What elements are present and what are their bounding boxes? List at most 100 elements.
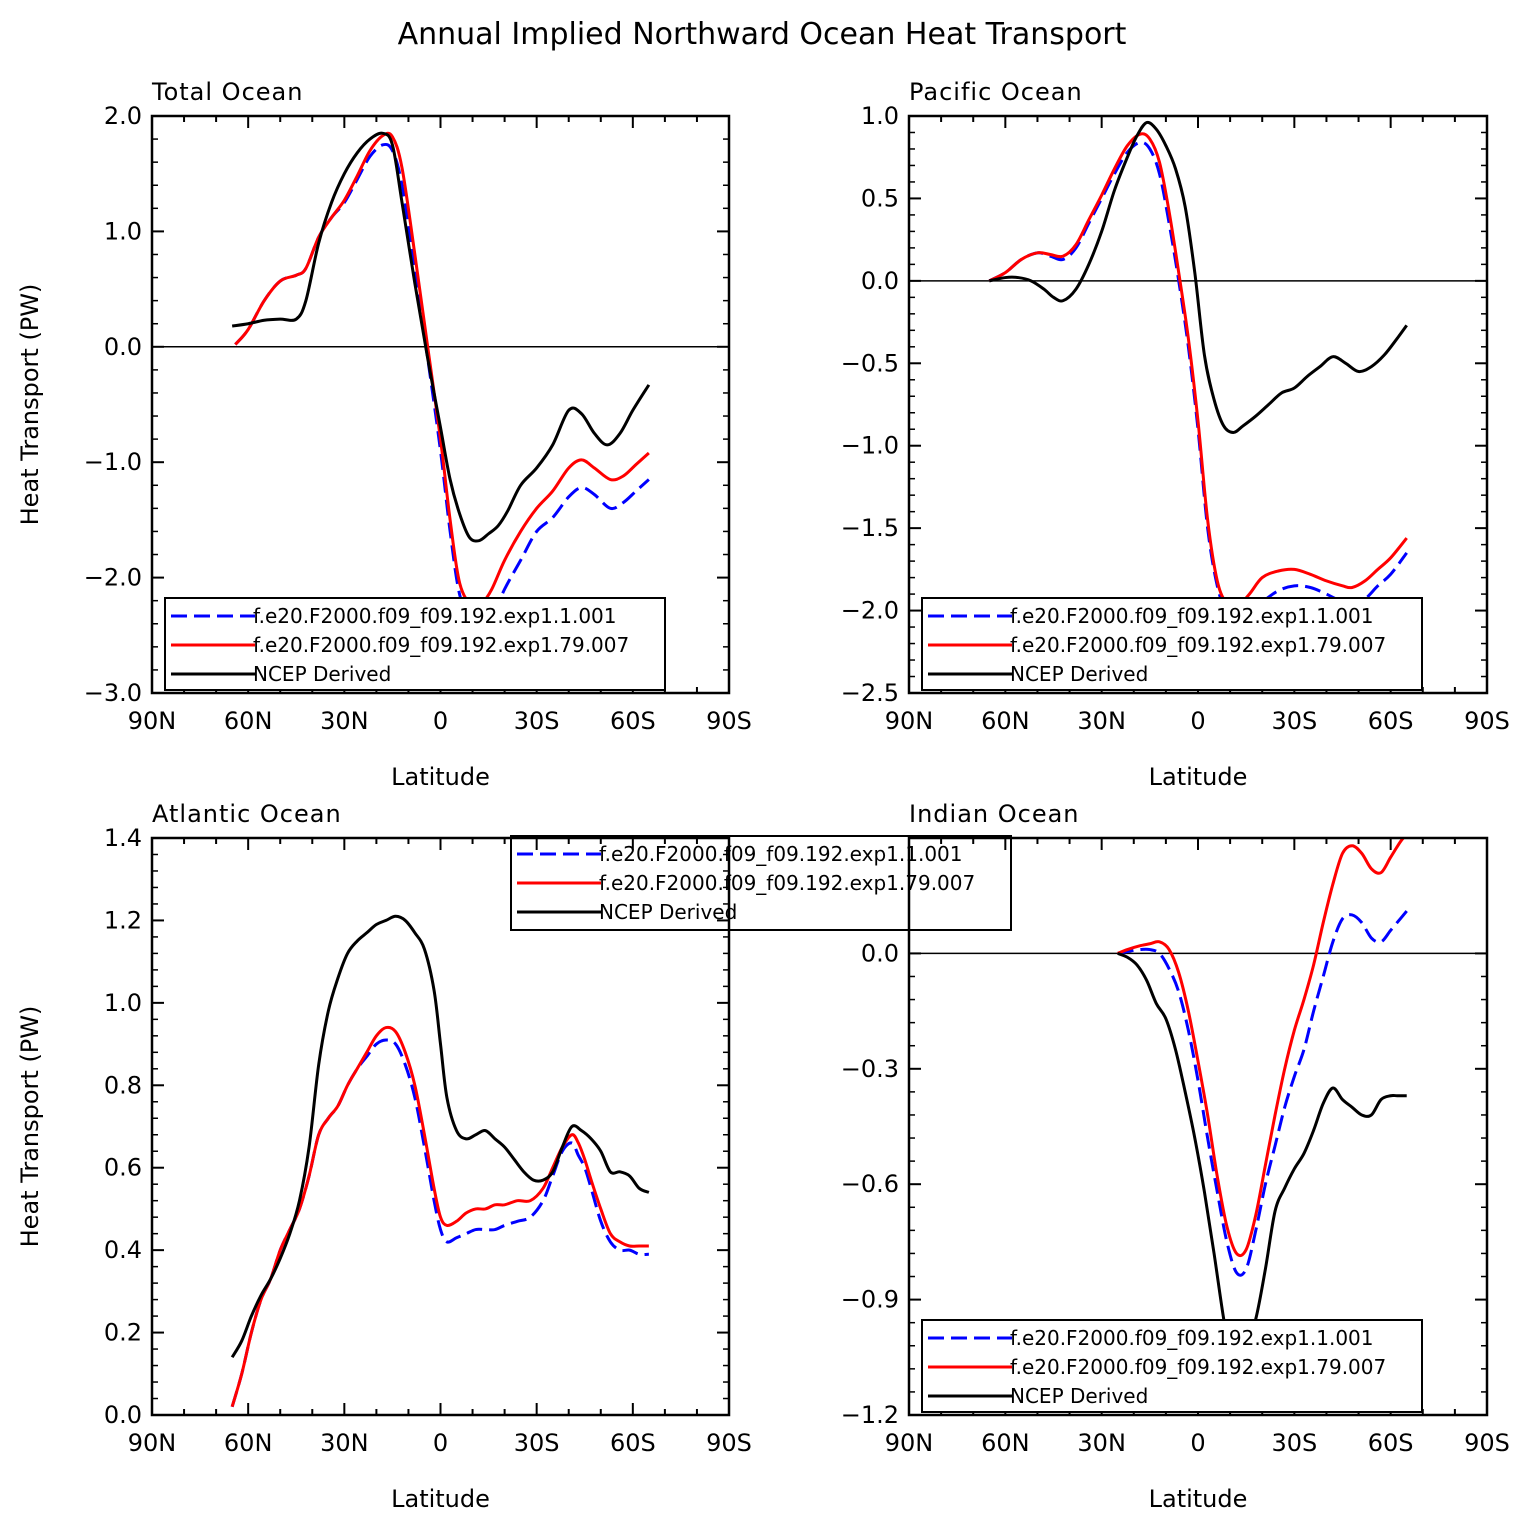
y-tick-label: −1.0 [84, 448, 142, 476]
x-tick-label: 90N [885, 707, 934, 735]
x-axis-title: Latitude [1149, 763, 1248, 791]
series-line-exp1-79-007 [1117, 838, 1406, 1258]
series-group [230, 914, 650, 1408]
legend-label: NCEP Derived [1010, 662, 1148, 686]
legend-label: NCEP Derived [253, 662, 391, 686]
y-tick-label: 0.0 [861, 267, 899, 295]
y-tick-label: −0.5 [841, 349, 899, 377]
series-line-exp1-1-001 [234, 142, 650, 633]
legend-label: f.e20.F2000.f09_f09.192.exp1.79.007 [599, 871, 975, 895]
x-tick-label: 30S [1271, 707, 1317, 735]
x-tick-label: 90S [706, 1429, 752, 1457]
panel-title: Total Ocean [151, 78, 303, 106]
legend: f.e20.F2000.f09_f09.192.exp1.1.001 f.e20.… [164, 597, 666, 691]
x-tick-label: 60S [1368, 707, 1414, 735]
plot-frame [150, 836, 731, 1417]
y-tick-label: −2.0 [84, 564, 142, 592]
figure-title: Annual Implied Northward Ocean Heat Tran… [398, 17, 1127, 52]
y-tick-label: −0.9 [841, 1286, 899, 1314]
y-tick-label: 1.2 [104, 906, 142, 934]
panels: Total Ocean 90N 60N 30N 0 30S 60S 90S 2.0 1.0 0.0 −… [16, 78, 1510, 1513]
y-tick-label: 0.6 [104, 1154, 142, 1182]
x-tick-label: 60N [981, 707, 1030, 735]
x-tick-label: 90S [1464, 707, 1510, 735]
x-tick-label: 60S [610, 707, 656, 735]
x-tick-label: 30S [514, 1429, 560, 1457]
y-tick-label: 0.0 [104, 1401, 142, 1429]
series-line-exp1-1-001 [1117, 910, 1408, 1277]
x-tick-label: 90S [706, 707, 752, 735]
series-group [1117, 838, 1408, 1359]
x-tick-label: 30N [1077, 1429, 1126, 1457]
plot-frame [150, 114, 731, 695]
series-line-ncep-derived [1117, 951, 1407, 1359]
legend: f.e20.F2000.f09_f09.192.exp1.1.001 f.e20.… [921, 597, 1423, 691]
y-tick-label: 2.0 [104, 102, 142, 130]
y-tick-label: 1.4 [104, 824, 142, 852]
plot-frame [907, 836, 1489, 1417]
y-tick-label: 0.0 [104, 333, 142, 361]
panel-total-ocean: Total Ocean 90N 60N 30N 0 30S 60S 90S 2.0 1.0 0.0 −… [16, 78, 752, 791]
legend-box [510, 835, 1012, 931]
legend-label: f.e20.F2000.f09_f09.192.exp1.79.007 [253, 633, 629, 657]
x-tick-label: 0 [1190, 1429, 1205, 1457]
y-tick-label: −2.0 [841, 597, 899, 625]
y-axis-title: Heat Transport (PW) [16, 1006, 44, 1248]
x-tick-label: 60N [224, 707, 273, 735]
y-tick-label: 0.5 [861, 184, 899, 212]
legend-label: f.e20.F2000.f09_f09.192.exp1.79.007 [1010, 633, 1386, 657]
x-tick-label: 30N [320, 1429, 369, 1457]
y-tick-label: 0.8 [104, 1071, 142, 1099]
x-tick-label: 30N [1077, 707, 1126, 735]
y-tick-label: 0.4 [104, 1236, 142, 1264]
series-line-exp1-79-007 [234, 131, 650, 610]
y-tick-label: 1.0 [104, 989, 142, 1017]
x-tick-label: 30S [514, 707, 560, 735]
panel-title: Indian Ocean [909, 800, 1080, 828]
series-group [988, 120, 1408, 624]
y-tick-label: −3.0 [84, 679, 142, 707]
series-line-ncep-derived [230, 914, 650, 1359]
series-line-exp1-79-007 [988, 132, 1408, 610]
y-tick-label: 1.0 [104, 217, 142, 245]
legend-label: f.e20.F2000.f09_f09.192.exp1.1.001 [1010, 1326, 1374, 1350]
panel-indian-ocean: Indian Ocean 90N 60N 30N 0 30S 60S 90S 0.0 −0.3 −0… [841, 800, 1510, 1513]
series-group [231, 131, 651, 633]
legend-label: f.e20.F2000.f09_f09.192.exp1.1.001 [599, 842, 963, 866]
x-tick-label: 60N [981, 1429, 1030, 1457]
panel-atlantic-ocean: Atlantic Ocean 90N 60N 30N 0 30S 60S 90S 1.4 1.2 1… [16, 800, 752, 1513]
panel-title: Atlantic Ocean [152, 800, 342, 828]
x-tick-label: 30N [320, 707, 369, 735]
y-tick-label: 0.2 [104, 1319, 142, 1347]
x-tick-label: 90N [885, 1429, 934, 1457]
series-line-exp1-79-007 [230, 1025, 649, 1408]
y-tick-label: −1.0 [841, 432, 899, 460]
x-tick-label: 90N [128, 707, 177, 735]
legend-label: NCEP Derived [1010, 1384, 1148, 1408]
x-tick-label: 30S [1271, 1429, 1317, 1457]
x-tick-label: 60N [224, 1429, 273, 1457]
x-tick-label: 0 [433, 707, 448, 735]
x-tick-label: 0 [1190, 707, 1205, 735]
y-tick-label: −0.3 [841, 1055, 899, 1083]
legend: f.e20.F2000.f09_f09.192.exp1.1.001 f.e20.… [510, 835, 1012, 931]
y-tick-label: 0.0 [861, 939, 899, 967]
x-axis-title: Latitude [391, 1485, 490, 1513]
y-tick-label: −0.6 [841, 1170, 899, 1198]
series-line-exp1-1-001 [988, 140, 1408, 624]
x-tick-label: 0 [433, 1429, 448, 1457]
x-tick-label: 90N [128, 1429, 177, 1457]
y-tick-label: 1.0 [861, 102, 899, 130]
panel-pacific-ocean: Pacific Ocean 90N 60N 30N 0 30S 60S 90S 1.0 0.5 0.… [841, 78, 1510, 791]
y-axis-title: Heat Transport (PW) [16, 284, 44, 526]
y-tick-label: −1.5 [841, 514, 899, 542]
series-line-ncep-derived [231, 131, 651, 543]
y-tick-label: −2.5 [841, 679, 899, 707]
series-line-ncep-derived [988, 120, 1408, 435]
plot-frame [907, 114, 1489, 695]
legend-label: f.e20.F2000.f09_f09.192.exp1.1.001 [253, 604, 617, 628]
x-tick-label: 90S [1464, 1429, 1510, 1457]
legend-label: NCEP Derived [599, 900, 737, 924]
x-axis-title: Latitude [391, 763, 490, 791]
